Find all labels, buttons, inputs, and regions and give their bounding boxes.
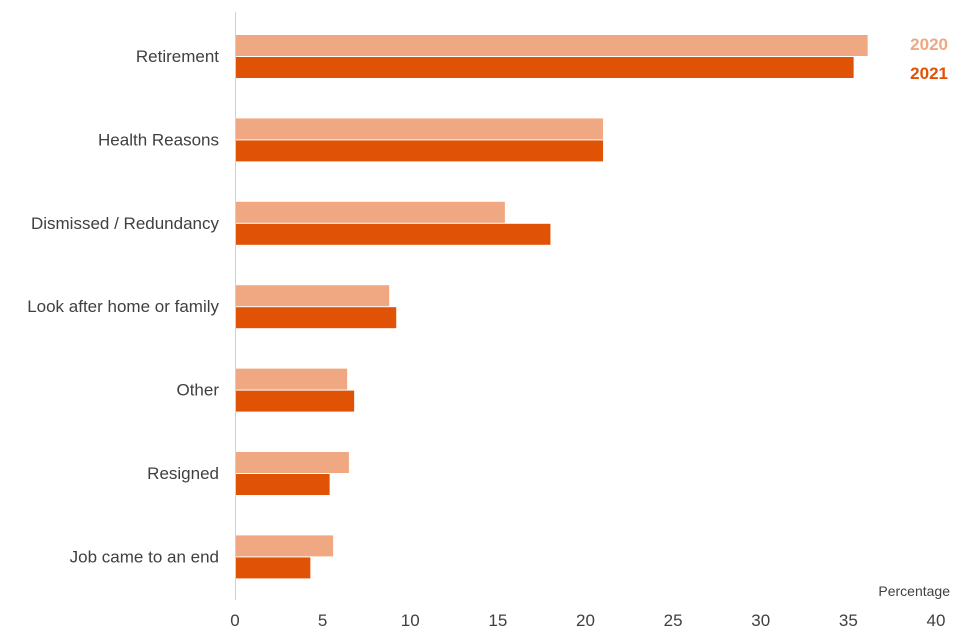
x-tick-label: 35	[839, 611, 858, 630]
category-label: Look after home or family	[27, 297, 219, 316]
bar-2021	[236, 390, 355, 412]
x-tick-label: 30	[751, 611, 770, 630]
x-tick-label: 15	[488, 611, 507, 630]
x-tick-label: 20	[576, 611, 595, 630]
x-tick-label: 5	[318, 611, 327, 630]
x-tick-label: 40	[927, 611, 946, 630]
bar-2021	[236, 557, 311, 579]
bar-2020	[236, 118, 604, 140]
bar-2020	[236, 452, 349, 473]
bar-2020	[236, 35, 868, 56]
bar-2020	[236, 368, 348, 390]
x-axis-label: Percentage	[878, 583, 950, 599]
bar-2020	[236, 535, 334, 557]
category-label: Resigned	[147, 464, 219, 483]
category-label: Dismissed / Redundancy	[31, 214, 220, 233]
x-tick-label: 10	[401, 611, 420, 630]
legend-2021: 2021	[910, 64, 948, 83]
bar-2021	[236, 307, 397, 329]
category-label: Health Reasons	[98, 130, 219, 149]
category-label: Other	[176, 381, 219, 400]
bar-2021	[236, 223, 551, 245]
bar-2021	[236, 474, 330, 495]
x-tick-label: 25	[664, 611, 683, 630]
bar-2020	[236, 285, 390, 307]
category-label: Retirement	[136, 47, 219, 66]
legend-2020: 2020	[910, 35, 948, 54]
bar-2021	[236, 57, 854, 78]
x-tick-label: 0	[230, 611, 239, 630]
bar-2021	[236, 140, 604, 162]
category-label: Job came to an end	[70, 547, 219, 566]
bar-2020	[236, 201, 505, 223]
